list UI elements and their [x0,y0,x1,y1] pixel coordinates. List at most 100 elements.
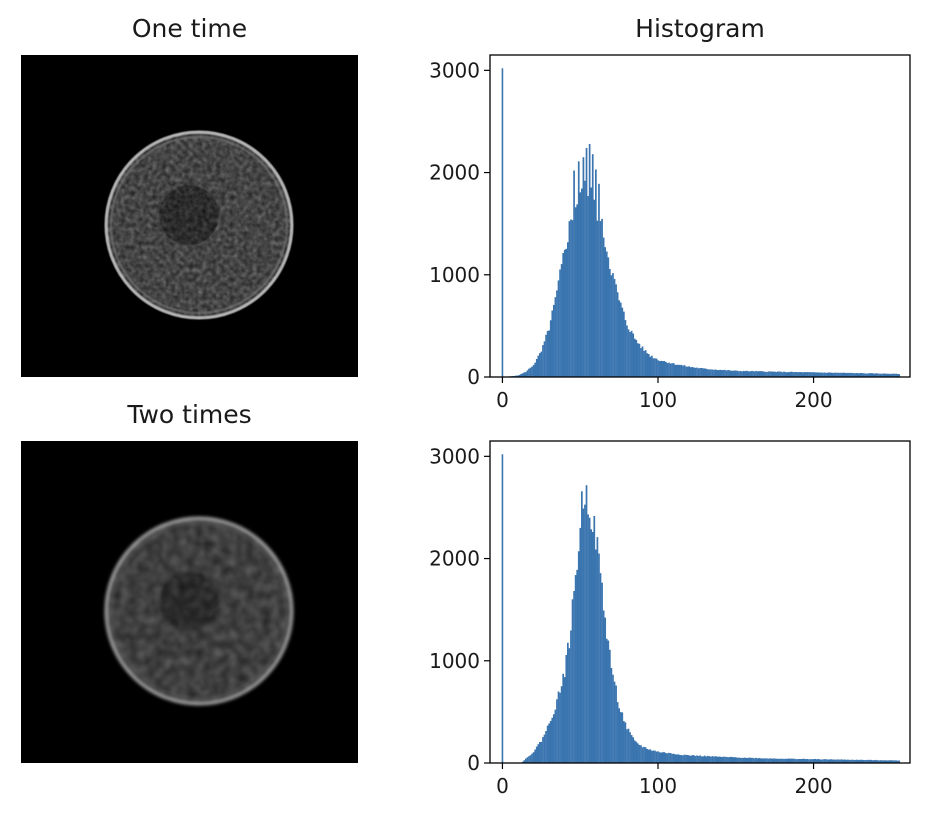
histogram-bar [750,371,753,377]
histogram-bar [535,358,538,377]
histogram-bar [515,375,518,377]
histogram-bar [640,348,642,377]
histogram-bar [526,370,529,377]
histogram-bar [629,332,631,377]
histogram-bar [808,372,810,377]
histogram-bar [778,371,781,377]
histogram-bar [537,355,540,377]
histogram-bar [772,371,775,377]
histogram-bar [579,192,582,377]
histogram-bar [517,375,519,377]
histogram-bar [528,368,530,377]
histogram-bar [669,363,672,377]
histogram-bar [814,372,817,377]
title-histogram: Histogram [635,14,765,43]
histogram-bar [655,358,658,377]
histogram-bar [787,372,790,377]
histogram-bar [559,269,561,377]
histogram-bar [870,373,873,377]
y-tick-label: 3000 [429,58,480,82]
histogram-bar [595,169,597,377]
histogram-bar [736,370,739,377]
histogram-bar [644,350,647,377]
histogram-bar [576,204,579,377]
histogram-bar [679,364,681,377]
histogram-bar [809,372,812,377]
histogram-bar [800,372,803,377]
x-tick-label: 200 [794,388,832,412]
histogram-bar [831,372,834,377]
histogram-bar [708,369,711,377]
histogram-bar [794,371,796,377]
histogram-bar [577,161,580,377]
histogram-bar [643,350,645,377]
histogram-bar [721,370,723,377]
histogram-bar [714,369,717,377]
histogram-bar [783,371,785,377]
histogram-bar [626,325,628,377]
histogram-bar [724,369,726,377]
y-tick-label: 1000 [429,263,480,287]
histogram-bar [862,373,865,377]
histogram-bar [759,371,762,377]
coin-image-one-time [21,55,358,377]
histogram-bar [786,372,789,377]
histogram-bar [627,329,630,377]
histogram-bar [649,356,652,377]
histogram-bar [691,367,694,377]
histogram-bar [567,242,569,377]
histogram-bar [817,372,820,377]
histogram-bar [623,311,625,377]
histogram-bar [689,367,692,377]
histogram-bar [843,372,846,377]
histogram-bar [853,373,855,377]
histogram-bar [755,370,757,377]
histogram-bar [727,370,729,377]
histogram-bar [619,302,622,377]
histogram-bar [892,373,894,377]
histogram-bar [546,331,549,377]
histogram-bar [694,367,697,377]
histogram-bar [560,264,563,377]
histogram-bar [529,367,532,377]
histogram-bar [735,370,737,377]
histogram-bar [805,372,807,377]
histogram-bar [833,372,835,377]
histogram-bar [859,372,862,377]
histogram-bar [857,373,860,377]
y-tick-label: 0 [467,365,480,389]
histogram-bar [654,358,656,377]
histogram-bar [607,257,610,377]
histogram-bar [570,219,572,377]
histogram-bar [856,373,859,377]
histogram-bar [780,371,782,377]
histogram-bar [557,280,560,377]
histogram-bar [713,369,715,377]
histogram-bar [777,371,779,377]
histogram-bar [637,343,639,377]
histogram-bar [825,372,827,377]
histogram-bar [624,320,627,377]
histogram-bar [688,366,691,377]
histogram-bar [554,297,557,377]
histogram-bar [719,369,722,377]
histogram-bar [553,304,555,377]
x-tick-label: 0 [496,388,509,412]
histogram-bar [534,362,537,377]
histogram-bar [613,278,616,377]
histogram-bar [770,371,773,377]
histogram-bar [591,154,594,377]
histogram-bar [598,183,600,377]
histogram-bar [893,373,896,377]
histogram-bar [784,372,787,377]
histogram-bar [658,360,661,377]
histogram-bar [683,365,686,377]
histogram-bar [773,371,776,377]
histogram-bar [764,371,767,377]
histogram-bar [896,373,899,377]
histogram-bar [826,372,829,377]
histogram-bar [861,373,863,377]
histogram-bar [842,372,845,377]
histogram-bar [795,371,798,377]
histogram-bar [663,360,666,377]
